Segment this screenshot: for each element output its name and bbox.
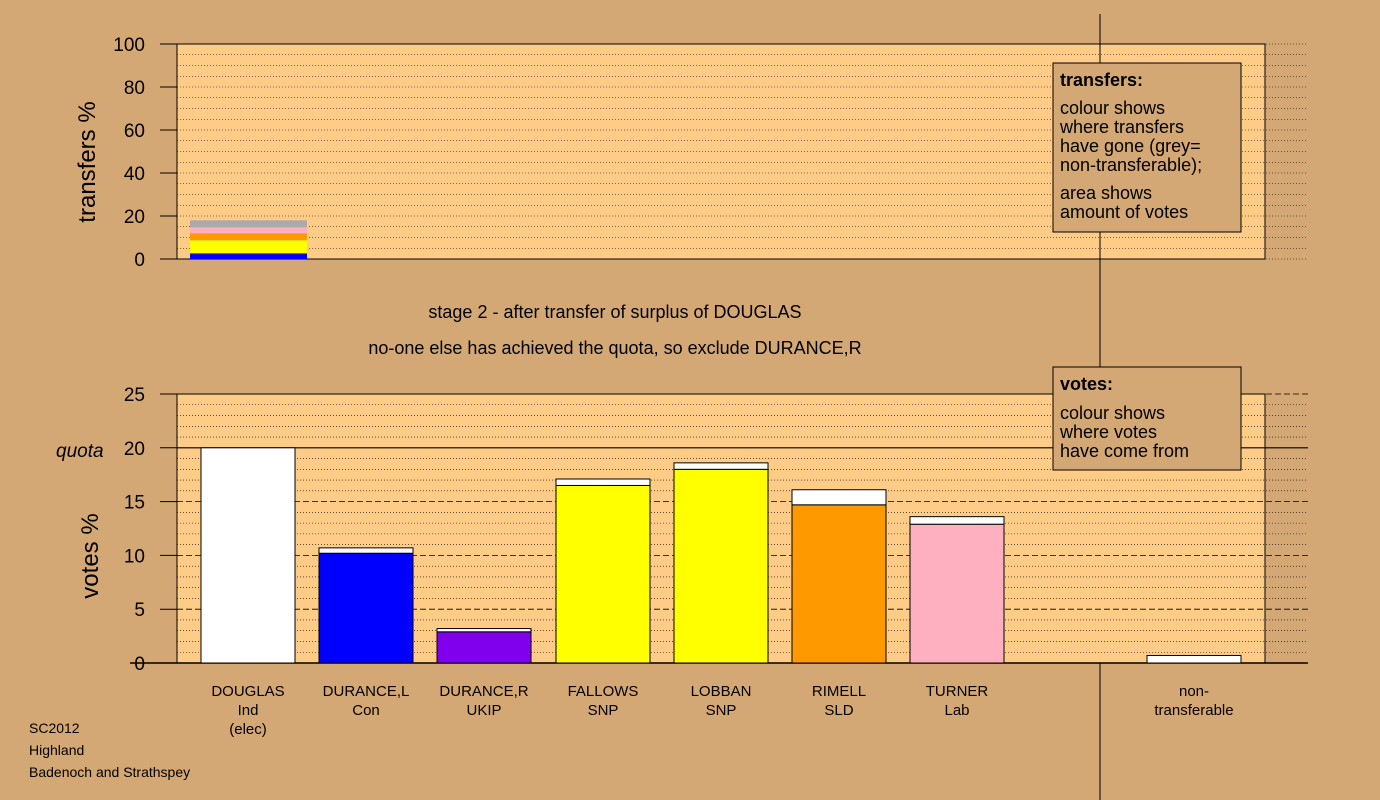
bar-first-pref-durance-r <box>436 631 532 664</box>
transfer-segment-turner <box>190 227 307 234</box>
votes-legend-title: votes: <box>1060 374 1113 394</box>
transfers-tick-label: 0 <box>134 250 145 271</box>
bar-transfer-durance-r <box>436 628 532 633</box>
candidate-label: Con <box>352 702 380 719</box>
transfers-legend-line: have gone (grey= <box>1060 136 1201 156</box>
bar-first-pref-turner <box>909 523 1005 664</box>
bar-transfer-durance-l <box>318 547 414 554</box>
votes-legend-line: have come from <box>1060 441 1189 461</box>
transfers-legend-box <box>1052 62 1242 233</box>
votes-tick-label: 0 <box>134 654 145 675</box>
candidate-labels: DOUGLAS Ind (elec) DURANCE,L Con DURANCE,R UKI… <box>211 683 988 738</box>
transfer-segment-durance-r <box>190 253 307 255</box>
transfers-bars <box>190 220 307 259</box>
transfers-legend-line: amount of votes <box>1060 202 1188 222</box>
transfers-legend-line: colour shows <box>1060 98 1165 118</box>
transfers-legend-title: transfers: <box>1060 70 1143 90</box>
bar-transfer-lobban <box>673 462 769 470</box>
nontransferable-label: non- <box>1179 683 1209 700</box>
transfers-tick-label: 80 <box>124 78 145 99</box>
action-caption: no-one else has achieved the quota, so e… <box>368 338 861 358</box>
transfer-segment-non-transferable <box>190 220 307 228</box>
votes-bars <box>200 447 1242 664</box>
candidate-label: LOBBAN <box>691 683 752 700</box>
votes-tick-label: 15 <box>124 493 145 514</box>
votes-legend-box <box>1052 366 1242 471</box>
nontransferable-label: transferable <box>1154 702 1233 719</box>
bar-first-pref-lobban <box>673 468 769 664</box>
candidate-label: Ind <box>238 702 259 719</box>
candidate-label: SNP <box>706 702 737 719</box>
candidate-label: SLD <box>824 702 853 719</box>
transfers-tick-label: 20 <box>124 207 145 228</box>
candidate-label: SNP <box>588 702 619 719</box>
votes-tick-label: 5 <box>134 600 145 621</box>
bar-transfer-fallows <box>555 478 651 486</box>
transfer-segment-durance-l <box>190 254 307 259</box>
transfers-tick-label: 40 <box>124 164 145 185</box>
transfers-y-axis-label: transfers % <box>74 101 101 222</box>
stage-caption: stage 2 - after transfer of surplus of D… <box>428 302 801 322</box>
votes-tick-label: 20 <box>124 439 145 460</box>
candidate-label: RIMELL <box>812 683 866 700</box>
transfer-segment-rimell <box>190 233 307 241</box>
votes-legend-line: colour shows <box>1060 403 1165 423</box>
bar-transfer-non-transferable <box>1146 654 1242 664</box>
bar-transfer-turner <box>909 516 1005 525</box>
votes-y-axis-label: votes % <box>77 513 104 598</box>
votes-legend: votes: colour shows where votes have com… <box>1052 366 1242 471</box>
bar-first-pref-douglas <box>200 447 296 664</box>
bar-first-pref-rimell <box>791 504 887 664</box>
transfers-tick-label: 100 <box>113 35 145 56</box>
transfers-legend: transfers: colour shows where transfers … <box>1052 62 1242 233</box>
candidate-label: UKIP <box>466 702 501 719</box>
candidate-label: FALLOWS <box>568 683 639 700</box>
transfers-tick-label: 60 <box>124 121 145 142</box>
footer-council: Highland <box>29 742 84 758</box>
candidate-label: Lab <box>944 702 969 719</box>
candidate-label: DOUGLAS <box>211 683 284 700</box>
bar-transfer-rimell <box>791 489 887 506</box>
footer-election: SC2012 <box>29 720 80 736</box>
footer-ward: Badenoch and Strathspey <box>29 764 190 780</box>
votes-y-ticks: 0 5 10 15 20 25 <box>124 385 177 675</box>
transfers-legend-line: area shows <box>1060 183 1152 203</box>
quota-label: quota <box>56 441 104 462</box>
candidate-label: DURANCE,R <box>439 683 528 700</box>
transfer-segment-lobban <box>190 240 307 244</box>
transfers-legend-line: where transfers <box>1059 117 1184 137</box>
transfer-segment-fallows <box>190 243 307 254</box>
bar-first-pref-fallows <box>555 484 651 664</box>
bar-first-pref-durance-l <box>318 552 414 664</box>
votes-tick-label: 25 <box>124 385 145 406</box>
votes-legend-line: where votes <box>1059 422 1157 442</box>
transfers-y-ticks: 0 20 40 60 80 100 <box>113 35 177 271</box>
candidate-label: TURNER <box>926 683 989 700</box>
candidate-label: (elec) <box>229 721 267 738</box>
votes-tick-label: 10 <box>124 546 145 567</box>
transfers-legend-line: non-transferable); <box>1060 155 1202 175</box>
candidate-label: DURANCE,L <box>323 683 410 700</box>
